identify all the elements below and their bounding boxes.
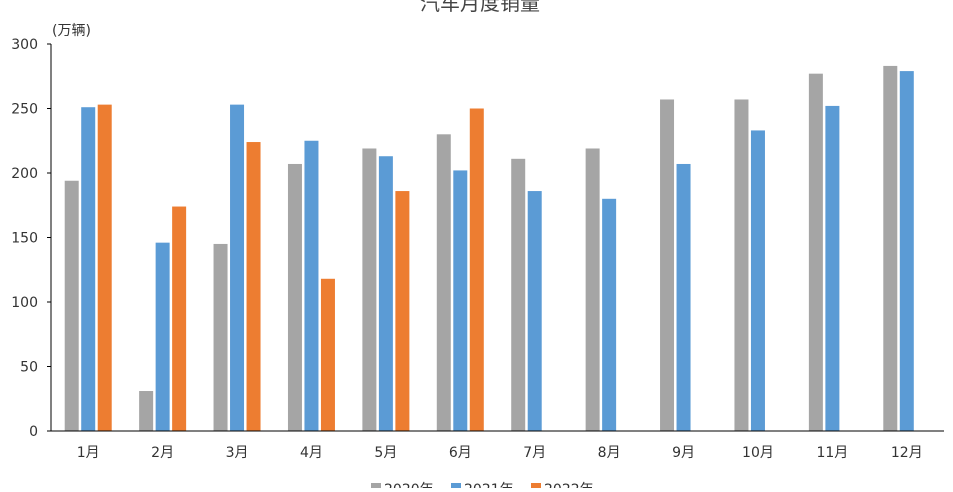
y-tick-label: 50 — [20, 360, 38, 376]
bar-2020年-12月 — [883, 65, 898, 432]
chart-title: 汽车月度销量 — [420, 0, 540, 15]
bar-2020年-5月 — [362, 148, 377, 432]
bar-2020年-1月 — [64, 180, 79, 431]
bar-2020年-2月 — [139, 391, 154, 431]
bar-2021年-7月 — [527, 191, 542, 431]
legend-label: 2020年 — [384, 482, 434, 488]
bar-2022年-1月 — [97, 104, 112, 431]
bar-2020年-6月 — [436, 134, 451, 432]
x-tick-label: 8月 — [598, 445, 621, 461]
y-axis-tick-labels: 0 50 100 150 200 250 300 — [11, 37, 51, 440]
x-tick-label: 4月 — [300, 445, 323, 461]
bar-2020年-3月 — [213, 243, 228, 431]
legend-swatch — [371, 483, 381, 492]
bar-2022年-5月 — [395, 191, 410, 431]
x-tick-label: 1月 — [77, 445, 100, 461]
y-tick-label: 0 — [29, 424, 38, 440]
y-tick-label: 300 — [11, 37, 38, 53]
bar-2020年-11月 — [808, 73, 823, 432]
x-tick-label: 9月 — [672, 445, 695, 461]
y-tick-label: 200 — [11, 166, 38, 182]
bar-2021年-6月 — [453, 170, 468, 432]
bar-2020年-9月 — [660, 99, 675, 431]
legend-label: 2021年 — [464, 482, 514, 488]
x-tick-label: 12月 — [891, 445, 923, 461]
bar-2021年-12月 — [899, 71, 914, 431]
bar-2022年-3月 — [246, 142, 261, 432]
legend-swatch — [451, 483, 461, 492]
x-tick-label: 2月 — [151, 445, 174, 461]
bar-series-group — [64, 65, 914, 432]
bar-2021年-3月 — [230, 104, 245, 431]
bar-2021年-2月 — [155, 242, 170, 431]
y-axis-unit-label: (万辆) — [52, 23, 91, 39]
bar-2021年-5月 — [378, 156, 393, 432]
bar-2022年-6月 — [469, 108, 484, 431]
bar-2020年-7月 — [511, 158, 526, 431]
bar-2020年-8月 — [585, 148, 600, 432]
bar-2022年-2月 — [172, 206, 187, 431]
legend-swatch — [531, 483, 541, 492]
y-tick-label: 100 — [11, 295, 38, 311]
y-tick-label: 150 — [11, 231, 38, 247]
bar-2020年-4月 — [287, 163, 302, 431]
bar-2020年-10月 — [734, 99, 749, 431]
bar-2021年-11月 — [825, 105, 840, 432]
x-tick-label: 6月 — [449, 445, 472, 461]
x-tick-label: 10月 — [742, 445, 774, 461]
x-tick-label: 11月 — [816, 445, 848, 461]
legend-label: 2022年 — [544, 482, 594, 488]
x-tick-label: 5月 — [374, 445, 397, 461]
bar-2021年-9月 — [676, 163, 691, 431]
legend: 2020年 2021年 2022年 — [371, 482, 594, 492]
bar-2021年-1月 — [81, 107, 96, 432]
x-tick-label: 3月 — [226, 445, 249, 461]
x-tick-label: 7月 — [523, 445, 546, 461]
y-tick-label: 250 — [11, 102, 38, 118]
bar-2021年-8月 — [602, 198, 617, 431]
x-axis-tick-labels: 1月 2月 3月 4月 5月 6月 7月 8月 9月 10月 11月 12月 — [77, 445, 923, 461]
bar-2021年-10月 — [750, 130, 765, 431]
bar-2022年-4月 — [320, 278, 335, 431]
bar-2021年-4月 — [304, 140, 319, 431]
